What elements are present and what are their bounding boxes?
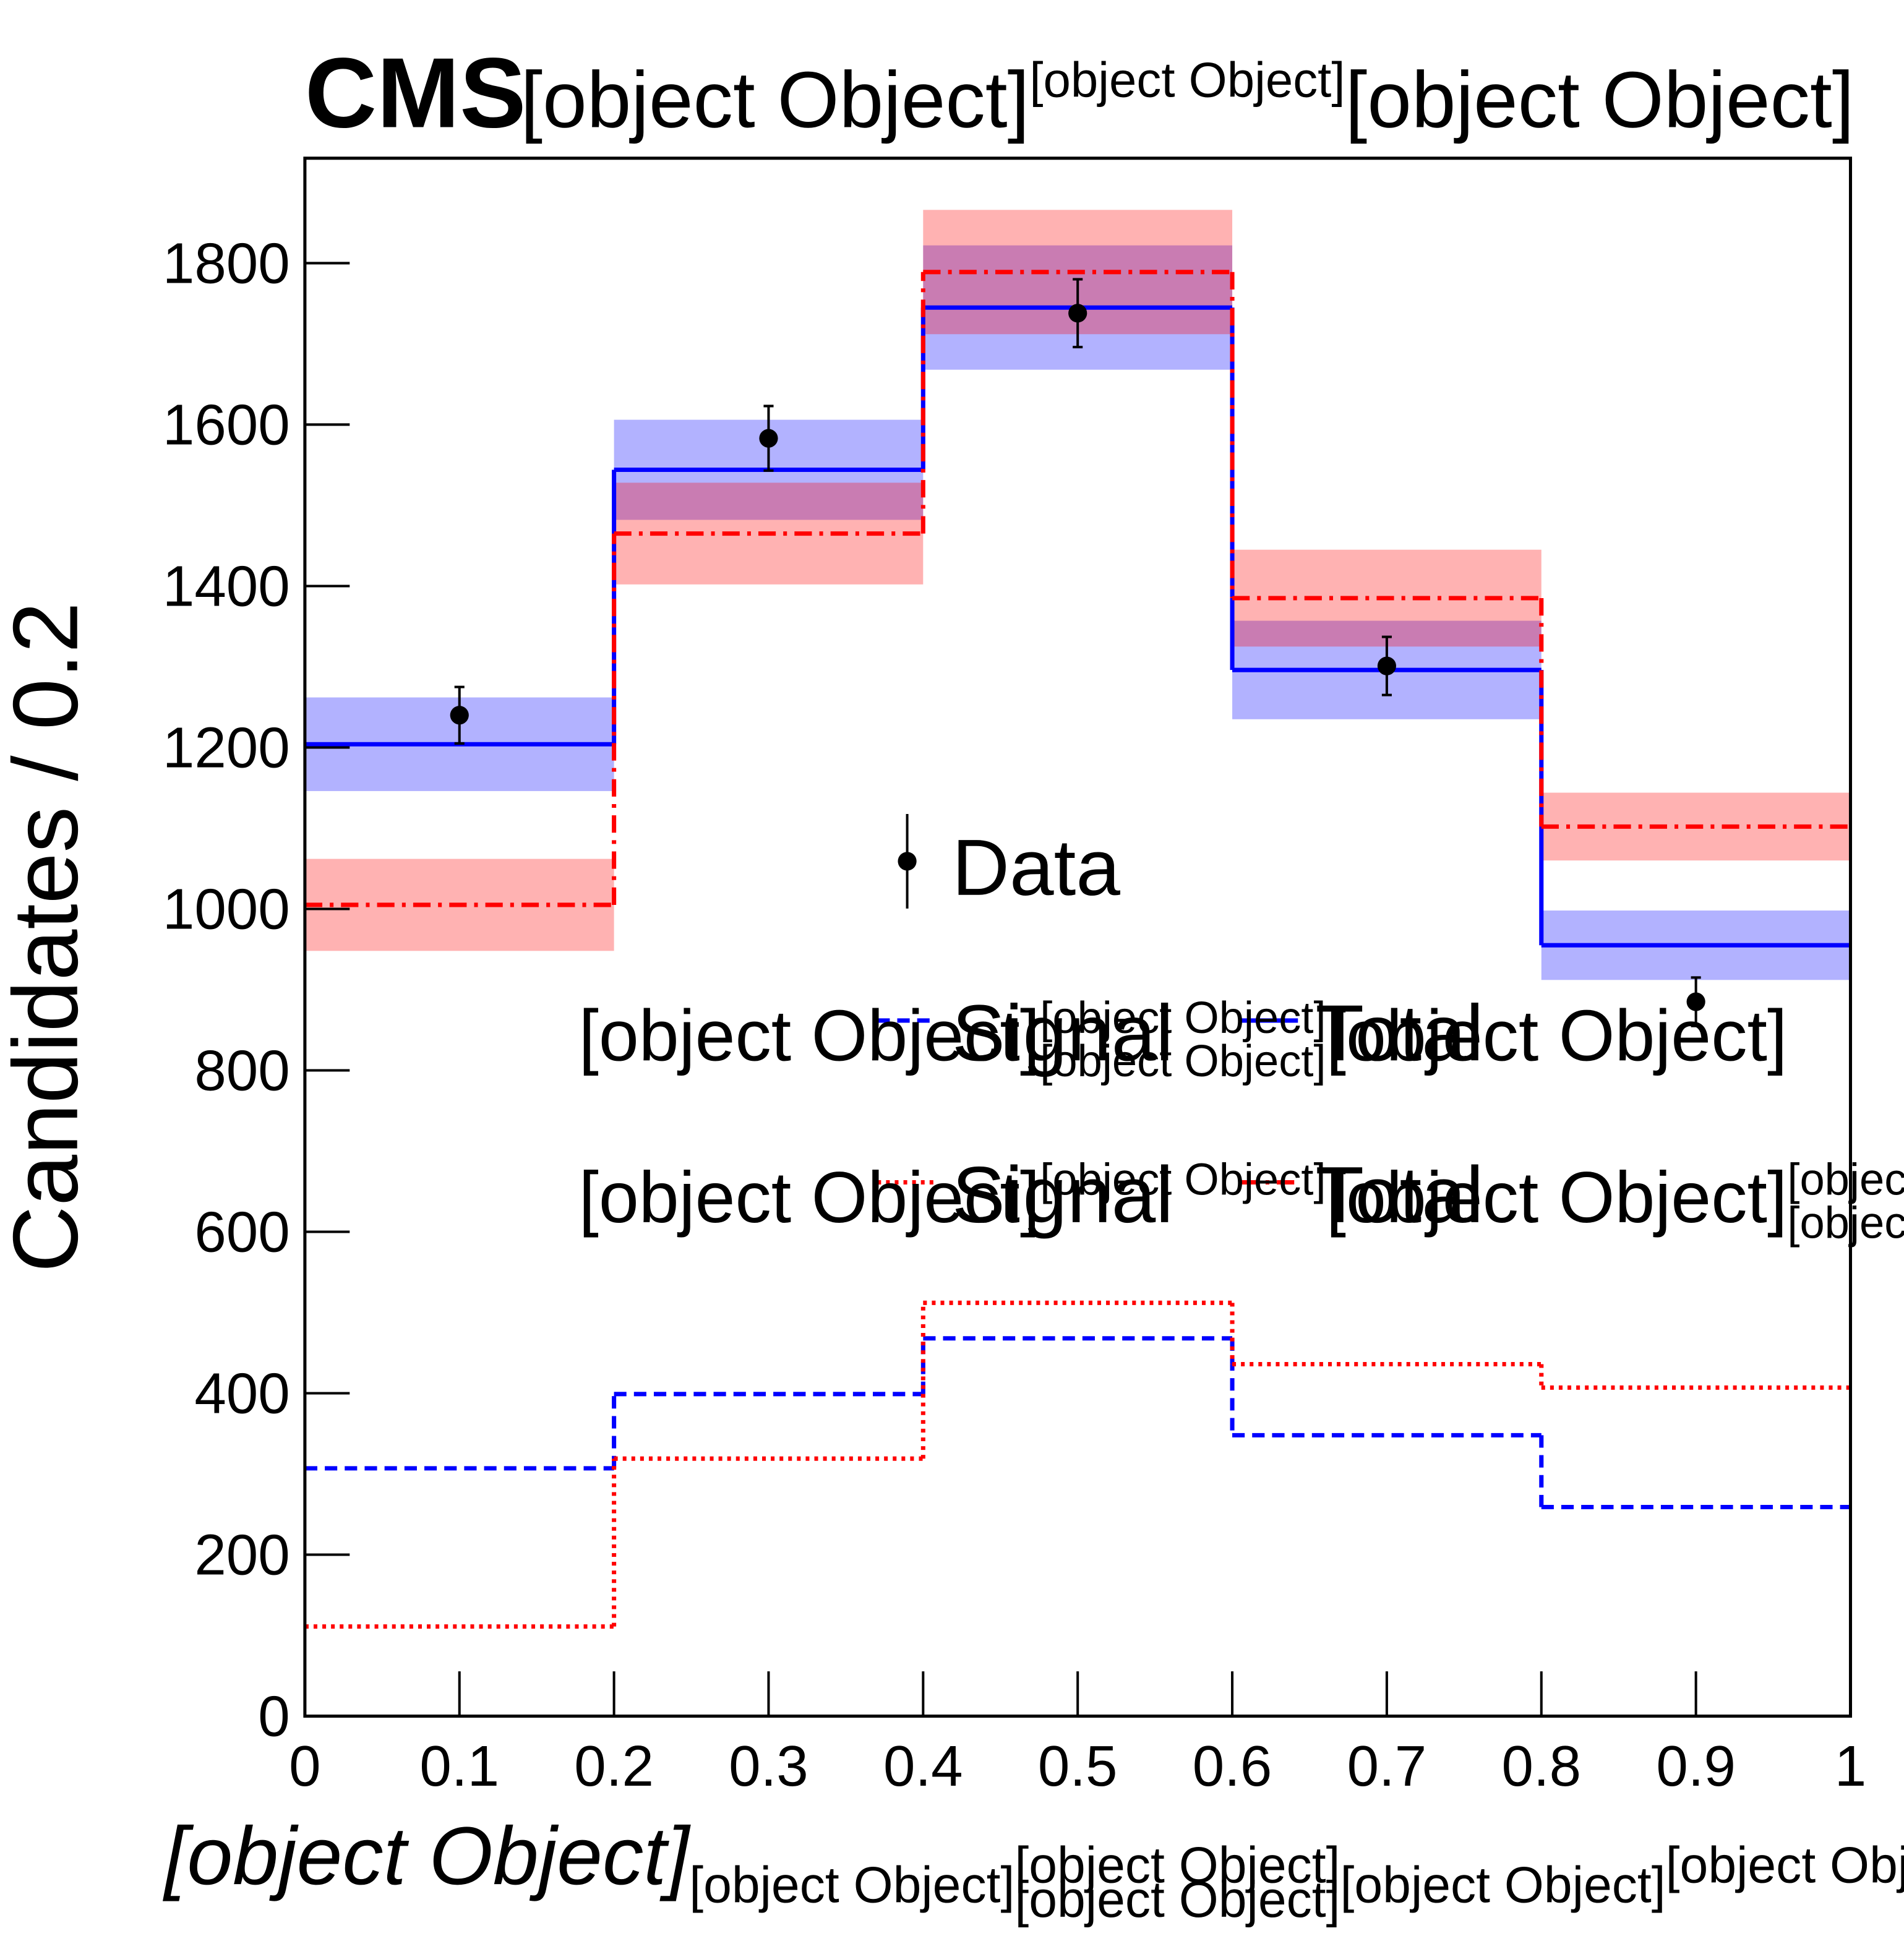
data-point	[1068, 304, 1087, 323]
legend-label: Data	[952, 823, 1120, 912]
x-tick-label: 0.2	[574, 1734, 654, 1798]
x-tick-label: 0.6	[1193, 1734, 1272, 1798]
y-tick-label: 1600	[163, 393, 290, 457]
legend-label: Signal	[952, 988, 1173, 1077]
y-tick-label: 1800	[163, 231, 290, 296]
x-tick-label: 1	[1835, 1734, 1866, 1798]
y-tick-label: 1000	[163, 877, 290, 941]
x-axis-title: [object Object]	[1014, 1836, 1340, 1893]
legend-group-label: [object Object]	[1040, 993, 1326, 1043]
y-axis-title: Candidates / 0.2	[0, 602, 97, 1272]
legend-group-label: [object Object]	[1326, 995, 1788, 1076]
y-tick-label: 0	[258, 1684, 289, 1749]
x-tick-label: 0	[289, 1734, 320, 1798]
legend-group-label: [object Object]	[1787, 1199, 1904, 1248]
legend-point	[898, 852, 917, 871]
lumi-label: [object Object]	[1345, 55, 1855, 144]
x-tick-label: 0.7	[1347, 1734, 1427, 1798]
x-axis-title: [object Object]	[1340, 1856, 1666, 1913]
y-tick-label: 1400	[163, 554, 290, 619]
data-point	[1686, 992, 1705, 1011]
data-point	[759, 429, 778, 448]
x-tick-label: 0.5	[1038, 1734, 1118, 1798]
y-tick-label: 200	[194, 1523, 289, 1587]
lumi-label: [object Object]	[1029, 53, 1345, 108]
legend-group-label: [object Object]	[578, 1157, 1040, 1238]
y-tick-label: 800	[194, 1039, 289, 1103]
x-axis-title: [object Object]	[689, 1856, 1014, 1913]
legend-group-label: [object Object]	[1040, 1037, 1326, 1086]
x-tick-label: 0.1	[419, 1734, 499, 1798]
data-point	[450, 706, 469, 725]
lumi-label: [object Object]	[520, 55, 1029, 144]
legend-group-label: [object Object]	[1787, 1155, 1904, 1205]
x-tick-label: 0.3	[729, 1734, 808, 1798]
y-tick-label: 400	[194, 1361, 289, 1426]
experiment-label: CMS	[305, 37, 526, 148]
data-point	[1377, 656, 1396, 675]
x-axis-title: [object Object]	[1014, 1871, 1340, 1928]
legend-label: Signal	[952, 1150, 1173, 1240]
x-axis-title: [object Object]	[1666, 1836, 1904, 1893]
x-tick-label: 0.9	[1656, 1734, 1736, 1798]
y-tick-label: 1200	[163, 716, 290, 780]
x-tick-label: 0.8	[1501, 1734, 1581, 1798]
x-axis-title: [object Object]	[163, 1810, 692, 1902]
legend-group-label: [object Object]	[1326, 1157, 1788, 1238]
legend-label: Total	[1315, 988, 1483, 1077]
legend-group-label: [object Object]	[1040, 1155, 1326, 1205]
x-tick-label: 0.4	[883, 1734, 963, 1798]
y-tick-label: 600	[194, 1200, 289, 1264]
legend-group-label: [object Object]	[578, 995, 1040, 1076]
legend-label: Total	[1315, 1150, 1483, 1240]
